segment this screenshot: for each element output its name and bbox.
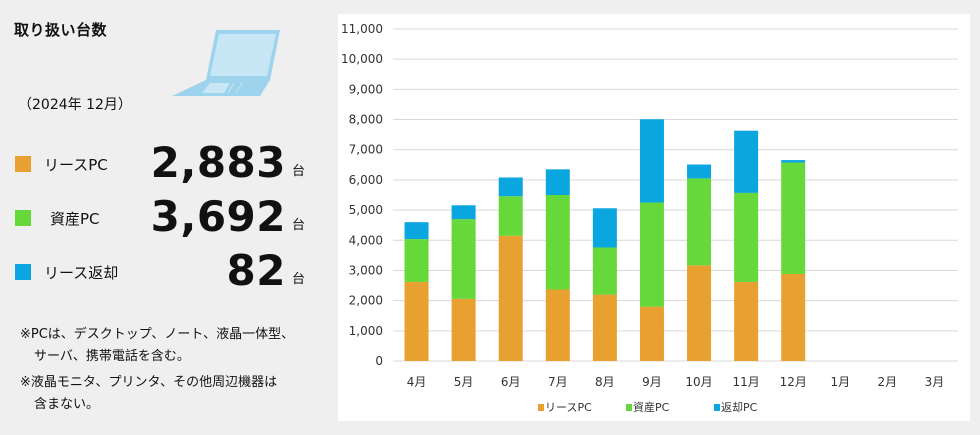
kpi-asset-pc: 資産PC 3,692 台 xyxy=(0,194,330,244)
x-tick-label: 7月 xyxy=(548,375,568,389)
note-line: ※PCは、デスクトップ、ノート、液晶一体型、 xyxy=(20,327,295,342)
bar-segment xyxy=(592,208,617,248)
stacked-bar-chart: 0 1,000 2,000 3,000 4,000 5,000 6,000 7,000 8,00… xyxy=(341,22,958,414)
x-tick-label: 3月 xyxy=(925,375,945,389)
kpi-label: 資産PC xyxy=(50,210,100,228)
bar-segment xyxy=(734,130,759,193)
y-tick-label: 9,000 xyxy=(349,82,383,96)
bar-segment xyxy=(687,164,712,179)
y-tick-label: 4,000 xyxy=(349,233,383,247)
legend-label: 返却PC xyxy=(721,401,758,414)
legend-label: リースPC xyxy=(545,401,592,414)
bar-segment xyxy=(498,196,523,236)
legend-swatch xyxy=(714,404,720,411)
bar-segment xyxy=(687,265,712,361)
kpi-label: リース返却 xyxy=(44,264,119,282)
bar-segment xyxy=(639,119,664,203)
y-tick-label: 2,000 xyxy=(349,294,383,308)
kpi-lease-return: リース返却 82 台 xyxy=(0,248,330,298)
bar-segment xyxy=(404,281,429,361)
lease-swatch xyxy=(15,156,31,172)
laptop-icon xyxy=(172,30,280,96)
x-tick-label: 1月 xyxy=(830,375,850,389)
kpi-value: 2,883 xyxy=(150,138,286,187)
bar-segment xyxy=(592,294,617,361)
kpi-value: 82 xyxy=(226,246,286,295)
bar-segment xyxy=(639,202,664,307)
x-tick-label: 5月 xyxy=(454,375,474,389)
bar-segment xyxy=(404,239,429,282)
legend-label: 資産PC xyxy=(633,401,670,414)
legend-swatch xyxy=(626,404,632,411)
bar-segment xyxy=(781,160,806,163)
bar-segment xyxy=(404,222,429,240)
kpi-unit: 台 xyxy=(292,272,306,287)
note-line: 含まない。 xyxy=(34,397,100,412)
bar-segment xyxy=(545,195,570,290)
panel-title: 取り扱い台数 xyxy=(14,21,108,39)
kpi-unit: 台 xyxy=(292,218,306,233)
y-tick-label: 3,000 xyxy=(349,263,383,277)
bar-segment xyxy=(451,219,476,299)
kpi-label: リースPC xyxy=(44,156,108,174)
bar-segment xyxy=(734,192,759,282)
kpi-lease-pc: リースPC 2,883 台 xyxy=(0,140,330,190)
note-line: サーバ、携帯電話を含む。 xyxy=(34,349,190,364)
bar-segment xyxy=(734,281,759,361)
bar-segment xyxy=(592,247,617,295)
summary-panel: 取り扱い台数 （2024年 12月） リースPC 2,883 台 資産PC 3,… xyxy=(0,0,330,435)
x-tick-label: 11月 xyxy=(732,375,759,389)
period-label: （2024年 12月） xyxy=(18,97,132,113)
x-tick-label: 8月 xyxy=(595,375,615,389)
y-tick-label: 7,000 xyxy=(349,143,383,157)
note-line: ※液晶モニタ、プリンタ、その他周辺機器は xyxy=(20,375,278,390)
bar-segment xyxy=(639,306,664,361)
x-tick-label: 12月 xyxy=(780,375,807,389)
y-tick-label: 11,000 xyxy=(341,22,383,36)
bar-segment xyxy=(781,273,806,361)
y-tick-label: 1,000 xyxy=(349,324,383,338)
x-tick-label: 2月 xyxy=(878,375,898,389)
y-tick-label: 5,000 xyxy=(349,203,383,217)
asset-swatch xyxy=(15,210,31,226)
y-tick-label: 0 xyxy=(375,354,383,368)
x-tick-label: 6月 xyxy=(501,375,521,389)
kpi-value: 3,692 xyxy=(150,192,286,241)
y-tick-label: 10,000 xyxy=(341,52,383,66)
x-tick-label: 4月 xyxy=(407,375,427,389)
bar-segment xyxy=(781,162,806,274)
bar-segment xyxy=(498,177,523,197)
legend-swatch xyxy=(538,404,544,411)
bar-segment xyxy=(687,178,712,266)
bar-segment xyxy=(545,289,570,361)
bar-segment xyxy=(451,205,476,220)
bar-segment xyxy=(498,235,523,361)
bar-segment xyxy=(545,169,570,195)
kpi-unit: 台 xyxy=(292,164,306,179)
y-tick-label: 6,000 xyxy=(349,173,383,187)
bar-segment xyxy=(451,298,476,361)
x-tick-label: 10月 xyxy=(685,375,712,389)
y-tick-label: 8,000 xyxy=(349,113,383,127)
return-swatch xyxy=(15,264,31,280)
x-tick-label: 9月 xyxy=(642,375,662,389)
chart-panel: 0 1,000 2,000 3,000 4,000 5,000 6,000 7,000 8,00… xyxy=(338,14,970,421)
